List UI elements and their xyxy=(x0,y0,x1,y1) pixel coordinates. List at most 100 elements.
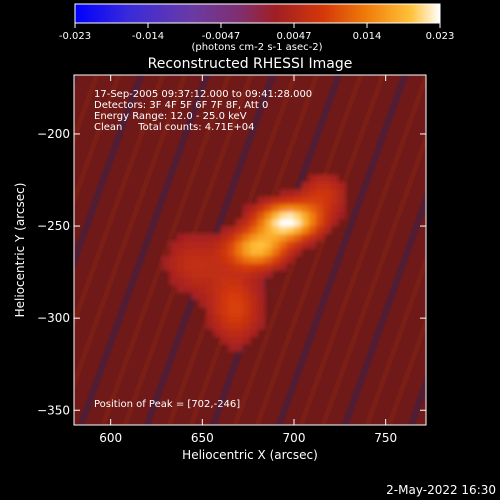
heatmap-cell xyxy=(213,299,222,308)
heatmap-cell xyxy=(206,292,214,301)
heatmap-cell xyxy=(198,292,207,301)
heatmap-cell xyxy=(257,255,266,264)
fringe-streak xyxy=(77,75,211,425)
heatmap-cell xyxy=(235,329,244,338)
heatmap-cell xyxy=(220,336,229,345)
heatmap-cell xyxy=(301,218,310,227)
heatmap-cell xyxy=(250,203,258,212)
heatmap-cell xyxy=(242,285,251,293)
heatmap-cell xyxy=(323,226,332,235)
x-tick-label: 600 xyxy=(99,431,122,445)
heatmap-cell xyxy=(279,211,288,220)
heatmap-cell xyxy=(162,262,170,271)
heatmap-cell xyxy=(220,240,229,249)
heatmap-cell xyxy=(206,262,214,271)
heatmap-cell xyxy=(272,196,280,205)
heatmap-cell xyxy=(228,292,236,301)
heatmap-cell xyxy=(294,203,302,212)
heatmap-cell xyxy=(286,203,295,212)
heatmap-cell xyxy=(308,211,317,220)
heatmap-cell xyxy=(316,211,324,220)
heatmap-cell xyxy=(176,270,185,279)
heatmap-cell xyxy=(206,248,214,257)
heatmap-cell xyxy=(330,211,339,220)
heatmap-cell xyxy=(242,203,251,212)
heatmap-cell xyxy=(250,211,258,220)
heatmap-cell xyxy=(257,196,266,205)
heatmap-cell xyxy=(323,196,332,205)
heatmap-cell xyxy=(220,307,229,316)
heatmap-cell xyxy=(301,240,310,249)
heatmap-cell xyxy=(242,211,251,220)
fringe-streak xyxy=(364,253,426,425)
heatmap-cell xyxy=(250,218,258,227)
fringe-streak xyxy=(275,75,409,425)
colorbar-tick-label: 0.014 xyxy=(353,31,382,42)
heatmap-cell xyxy=(264,240,273,249)
heatmap-cell xyxy=(191,240,200,249)
heatmap-cell xyxy=(316,226,324,235)
heatmap-cell xyxy=(198,277,207,286)
heatmap-cell xyxy=(213,233,222,242)
heatmap-cell xyxy=(279,196,288,205)
heatmap-cell xyxy=(264,248,273,257)
heatmap-cell xyxy=(323,211,332,220)
heatmap-cell xyxy=(308,240,317,249)
heatmap-cell xyxy=(286,218,295,227)
heatmap-cell xyxy=(206,314,214,323)
heatmap-cell xyxy=(242,329,251,338)
heatmap-cell xyxy=(176,262,185,271)
heatmap-cell xyxy=(308,174,317,183)
heatmap-cell xyxy=(198,285,207,293)
heatmap-cell xyxy=(206,233,214,242)
heatmap-cell xyxy=(213,240,222,249)
colorbar-units-label: (photons cm-2 s-1 asec-2) xyxy=(191,42,322,53)
heatmap-cell xyxy=(330,203,339,212)
heatmap-cell xyxy=(250,321,258,330)
heatmap-cell xyxy=(279,189,288,198)
heatmap-cell xyxy=(235,307,244,316)
heatmap-cell xyxy=(316,174,324,183)
heatmap-cell xyxy=(228,285,236,293)
x-tick-label: 750 xyxy=(374,431,397,445)
heatmap-cell xyxy=(235,277,244,286)
heatmap-cell xyxy=(279,248,288,257)
heatmap-cell xyxy=(264,255,273,264)
heatmap-cell xyxy=(257,262,266,271)
heatmap-cell xyxy=(272,233,280,242)
heatmap-cell xyxy=(330,218,339,227)
heatmap-cell xyxy=(176,248,185,257)
heatmap-cell xyxy=(228,307,236,316)
heatmap-cell xyxy=(338,189,346,198)
heatmap-cell xyxy=(330,181,339,190)
heatmap-cell xyxy=(242,314,251,323)
colorbar: -0.023 -0.014 -0.0047 0.0047 0.014 0.023 (pho… xyxy=(59,3,454,53)
heatmap-cell xyxy=(206,255,214,264)
heatmap-cell xyxy=(191,255,200,264)
heatmap-cell xyxy=(272,240,280,249)
heatmap-cell xyxy=(220,270,229,279)
heatmap-cell xyxy=(294,233,302,242)
heatmap-cell xyxy=(272,218,280,227)
heatmap-cell xyxy=(206,307,214,316)
heatmap-cell xyxy=(279,255,288,264)
heatmap-cell xyxy=(272,226,280,235)
heatmap-cell xyxy=(257,314,266,323)
heatmap-cell xyxy=(286,240,295,249)
heatmap-cell xyxy=(301,196,310,205)
colorbar-scale xyxy=(74,3,441,24)
heatmap-cell xyxy=(308,203,317,212)
annotation-energy-range: Energy Range: 12.0 - 25.0 keV xyxy=(94,111,247,122)
heatmap-cell xyxy=(294,248,302,257)
heatmap-cell xyxy=(242,262,251,271)
heatmap-cell xyxy=(257,233,266,242)
heatmap-cell xyxy=(316,218,324,227)
heatmap-cell xyxy=(257,299,266,308)
heatmap-cell xyxy=(220,255,229,264)
fringe-streak xyxy=(341,189,426,425)
heatmap-cell xyxy=(213,277,222,286)
heatmap-cell xyxy=(198,233,207,242)
heatmap-cell xyxy=(316,233,324,242)
colorbar-tick-label: -0.0047 xyxy=(202,31,241,42)
heatmap-cell xyxy=(235,240,244,249)
